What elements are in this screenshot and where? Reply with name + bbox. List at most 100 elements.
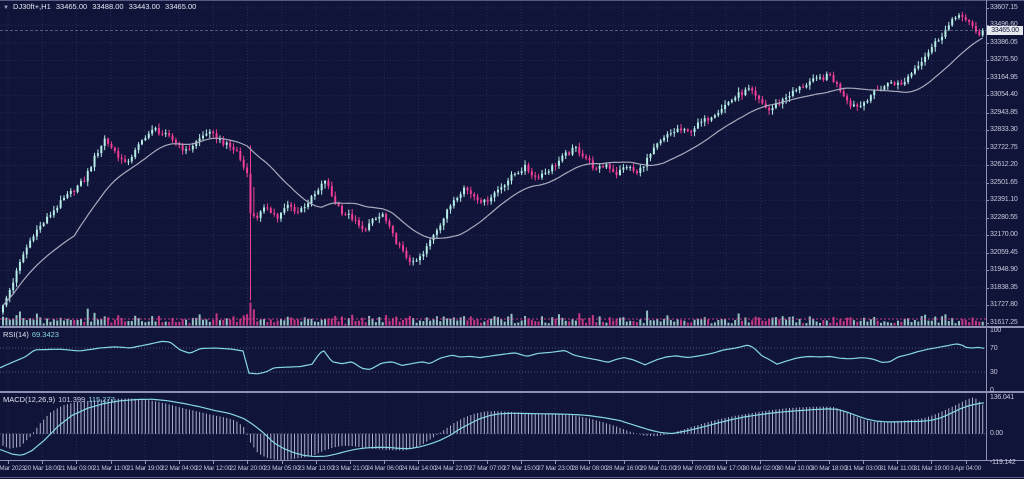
time-axis-label: 29 Mar 01:00 <box>639 465 676 472</box>
rsi-line <box>0 340 985 375</box>
time-tick <box>144 461 146 464</box>
time-axis-label: 3 Apr 04:00 <box>950 465 982 472</box>
price-axis-divider <box>986 0 987 461</box>
open-value: 33465.00 <box>55 2 88 11</box>
price-tick <box>986 130 989 132</box>
indicator-scale-label: 70 <box>990 344 998 352</box>
price-tick <box>986 200 989 202</box>
indicator-scale-label: 30 <box>990 368 998 376</box>
price-axis-label: 32170.00 <box>990 231 1018 239</box>
rsi-panel[interactable] <box>0 328 986 391</box>
time-axis-label: 30 Mar 10:00 <box>776 465 813 472</box>
time-tick <box>931 461 933 464</box>
time-tick <box>623 461 625 464</box>
time-tick <box>110 461 112 464</box>
price-axis-label: 33386.05 <box>990 38 1018 46</box>
price-tick <box>986 182 989 184</box>
time-axis-label: 30 Mar 18:00 <box>810 465 847 472</box>
time-axis-label: 24 Mar 22:00 <box>434 465 471 472</box>
time-tick <box>418 461 420 464</box>
time-axis-label: 27 Mar 07:00 <box>468 465 505 472</box>
high-value: 33488.00 <box>92 2 124 11</box>
time-tick <box>657 461 659 464</box>
price-axis-label: 32501.65 <box>990 178 1018 186</box>
price-axis-label: 32833.30 <box>990 126 1018 134</box>
time-tick <box>8 461 9 464</box>
time-axis-label: 23 Mar 21:00 <box>332 465 368 472</box>
time-tick <box>452 461 454 464</box>
price-axis-label: 32943.85 <box>990 108 1018 116</box>
time-tick <box>281 461 283 464</box>
symbol-ohlc-readout: ▼ DJ30ft+,H1 33465.00 33488.00 33443.00 … <box>3 2 199 11</box>
rsi-header: RSI(14) 69.3423 <box>3 330 59 339</box>
time-axis-label: 23 Mar 05:00 <box>263 465 300 472</box>
price-axis-label: 33496.60 <box>990 21 1018 29</box>
price-tick <box>986 287 989 289</box>
price-tick <box>986 95 989 97</box>
price-tick <box>986 42 989 44</box>
time-tick <box>350 461 351 464</box>
time-axis-label: 31 Mar 19:00 <box>913 465 950 472</box>
time-tick <box>42 461 44 464</box>
candles-layer <box>2 11 984 315</box>
time-axis-label: 21 Mar 19:00 <box>126 465 163 472</box>
time-axis-label: 31 Mar 03:00 <box>845 465 881 472</box>
price-axis-label: 31948.90 <box>990 266 1018 274</box>
price-axis-label: 31838.35 <box>990 283 1018 291</box>
symbol-period: DJ30ft+,H1 <box>13 2 51 11</box>
time-tick <box>555 461 557 464</box>
macd-separator[interactable] <box>0 391 1024 393</box>
price-tick <box>986 112 989 114</box>
time-axis-label: 28 Mar 08:00 <box>571 465 608 472</box>
indicator-scale-label: 100 <box>990 326 1002 334</box>
price-axis-label: 32280.55 <box>990 213 1018 221</box>
time-tick <box>726 461 728 464</box>
rsi-grid <box>0 328 986 391</box>
time-tick <box>692 461 693 464</box>
close-value: 33465.00 <box>165 2 197 11</box>
chart-marker-icon: ▼ <box>3 5 9 11</box>
macd-header: MACD(12,26,9) 101.399 115.277 <box>3 395 115 404</box>
time-tick <box>384 461 386 464</box>
price-tick <box>986 60 989 62</box>
price-axis[interactable]: 33607.15 33496.60 33386.05 33275.50 33164.95… <box>986 0 1024 461</box>
time-axis-label: 22 Mar 20:00 <box>229 465 266 472</box>
price-axis-label: 31727.80 <box>990 301 1018 309</box>
price-tick <box>986 77 989 79</box>
price-axis-label: 32391.10 <box>990 196 1018 204</box>
price-tick <box>986 147 989 149</box>
time-axis-label: 28 Mar 16:00 <box>605 465 642 472</box>
price-tick <box>986 305 989 307</box>
price-axis-label: 33054.40 <box>990 91 1018 99</box>
indicator-scale-label: 136.041 <box>990 393 1014 401</box>
indicator-scale-label: -119.142 <box>990 458 1016 466</box>
indicator-scale-label: 0 <box>990 386 994 394</box>
time-tick <box>794 461 796 464</box>
time-axis-label: 21 Mar 03:00 <box>58 465 95 472</box>
time-tick <box>965 461 967 464</box>
time-axis-label: 27 Mar 15:00 <box>503 465 539 472</box>
time-axis-label: 24 Mar 14:00 <box>400 465 437 472</box>
time-tick <box>589 461 591 464</box>
time-axis-label: 20 Mar 2023 <box>0 465 26 472</box>
time-axis-label: 31 Mar 11:00 <box>879 465 915 472</box>
bottom-frame-line <box>0 477 1024 478</box>
price-tick <box>986 252 989 254</box>
price-axis-label: 32722.75 <box>990 143 1018 151</box>
volume-bars <box>2 302 984 326</box>
time-axis-label: 29 Mar 09:00 <box>674 465 710 472</box>
macd-panel[interactable] <box>0 393 986 461</box>
price-tick <box>986 270 989 272</box>
rsi-separator[interactable] <box>0 326 1024 328</box>
macd-signal-value: 115.277 <box>88 394 115 404</box>
low-value: 33443.00 <box>128 2 160 11</box>
price-axis-label: 32059.45 <box>990 248 1018 256</box>
current-price-tag: 33465.00 <box>987 25 1023 35</box>
price-axis-label: 31617.25 <box>990 318 1018 326</box>
main-chart-panel[interactable] <box>0 0 986 327</box>
time-tick <box>315 461 317 464</box>
time-tick <box>247 461 249 464</box>
rsi-value: 69.3423 <box>31 329 59 339</box>
time-axis-label: 20 Mar 18:00 <box>24 465 61 472</box>
